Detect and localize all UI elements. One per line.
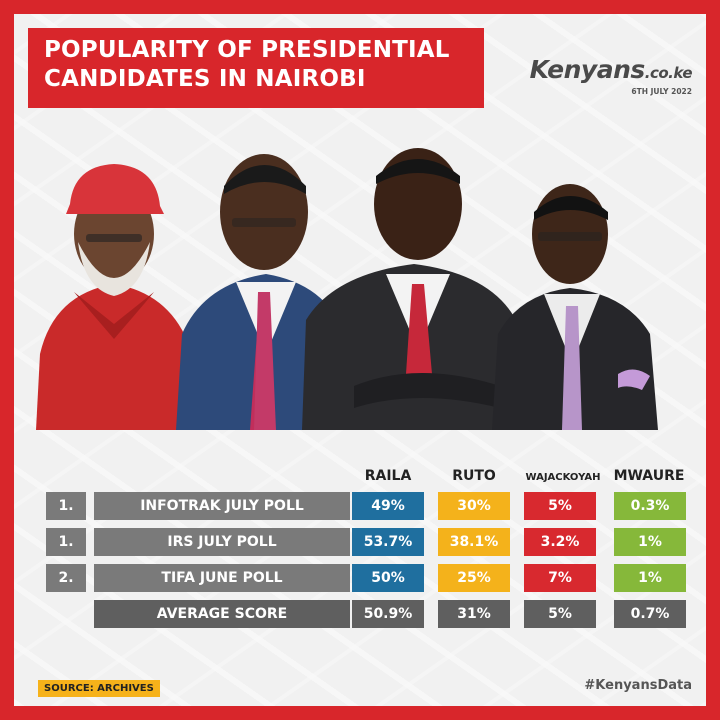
value-cell-raila: 49%: [352, 492, 424, 520]
title-line-1: POPULARITY OF PRESIDENTIAL: [44, 37, 450, 63]
brand-name: Kenyans.co.ke: [529, 55, 693, 85]
average-cell-raila: 50.9%: [352, 600, 424, 628]
value-cell-mwaure: 0.3%: [614, 492, 686, 520]
value-cell-raila: 50%: [352, 564, 424, 592]
value-cell-mwaure: 1%: [614, 564, 686, 592]
brand-date: 6TH JULY 2022: [631, 87, 692, 96]
poll-name: IRS JULY POLL: [94, 528, 350, 556]
value-cell-ruto: 25%: [438, 564, 510, 592]
hashtag: #KenyansData: [584, 678, 692, 693]
average-row: AVERAGE SCORE 50.9% 31% 5% 0.7%: [14, 600, 706, 628]
value-cell-mwaure: 1%: [614, 528, 686, 556]
brand-name-text: Kenyans: [529, 55, 646, 84]
average-cell-wajackoyah: 5%: [524, 600, 596, 628]
portrait-mwaure: [492, 184, 658, 430]
brand-logo: Kenyans.co.ke 6TH JULY 2022: [529, 55, 693, 96]
column-header-ruto: RUTO: [452, 468, 496, 484]
table-row: 1. IRS JULY POLL 53.7% 38.1% 3.2% 1%: [14, 528, 706, 556]
value-cell-ruto: 30%: [438, 492, 510, 520]
source-label: SOURCE: ARCHIVES: [38, 680, 160, 697]
poll-name: INFOTRAK JULY POLL: [94, 492, 350, 520]
brand-suffix: .co.ke: [644, 64, 693, 82]
portrait-wajackoyah: [36, 164, 196, 430]
table-row: 1. INFOTRAK JULY POLL 49% 30% 5% 0.3%: [14, 492, 706, 520]
row-rank: 1.: [46, 528, 86, 556]
average-cell-mwaure: 0.7%: [614, 600, 686, 628]
portraits-illustration: [36, 148, 658, 430]
poll-name: TIFA JUNE POLL: [94, 564, 350, 592]
column-header-raila: RAILA: [364, 468, 412, 484]
infographic-card: POPULARITY OF PRESIDENTIAL CANDIDATES IN…: [14, 14, 706, 706]
row-rank: 1.: [46, 492, 86, 520]
table-row: 2. TIFA JUNE POLL 50% 25% 7% 1%: [14, 564, 706, 592]
average-cell-ruto: 31%: [438, 600, 510, 628]
row-rank: 2.: [46, 564, 86, 592]
candidate-portraits: [14, 124, 706, 430]
title-banner: POPULARITY OF PRESIDENTIAL CANDIDATES IN…: [28, 28, 484, 108]
column-header-wajackoyah: WAJACKOYAH: [525, 472, 601, 483]
portrait-ruto: [302, 148, 524, 430]
value-cell-raila: 53.7%: [352, 528, 424, 556]
column-header-mwaure: MWAURE: [613, 468, 685, 484]
value-cell-wajackoyah: 3.2%: [524, 528, 596, 556]
value-cell-wajackoyah: 7%: [524, 564, 596, 592]
value-cell-wajackoyah: 5%: [524, 492, 596, 520]
average-label: AVERAGE SCORE: [94, 600, 350, 628]
value-cell-ruto: 38.1%: [438, 528, 510, 556]
title-line-2: CANDIDATES IN NAIROBI: [44, 66, 366, 92]
